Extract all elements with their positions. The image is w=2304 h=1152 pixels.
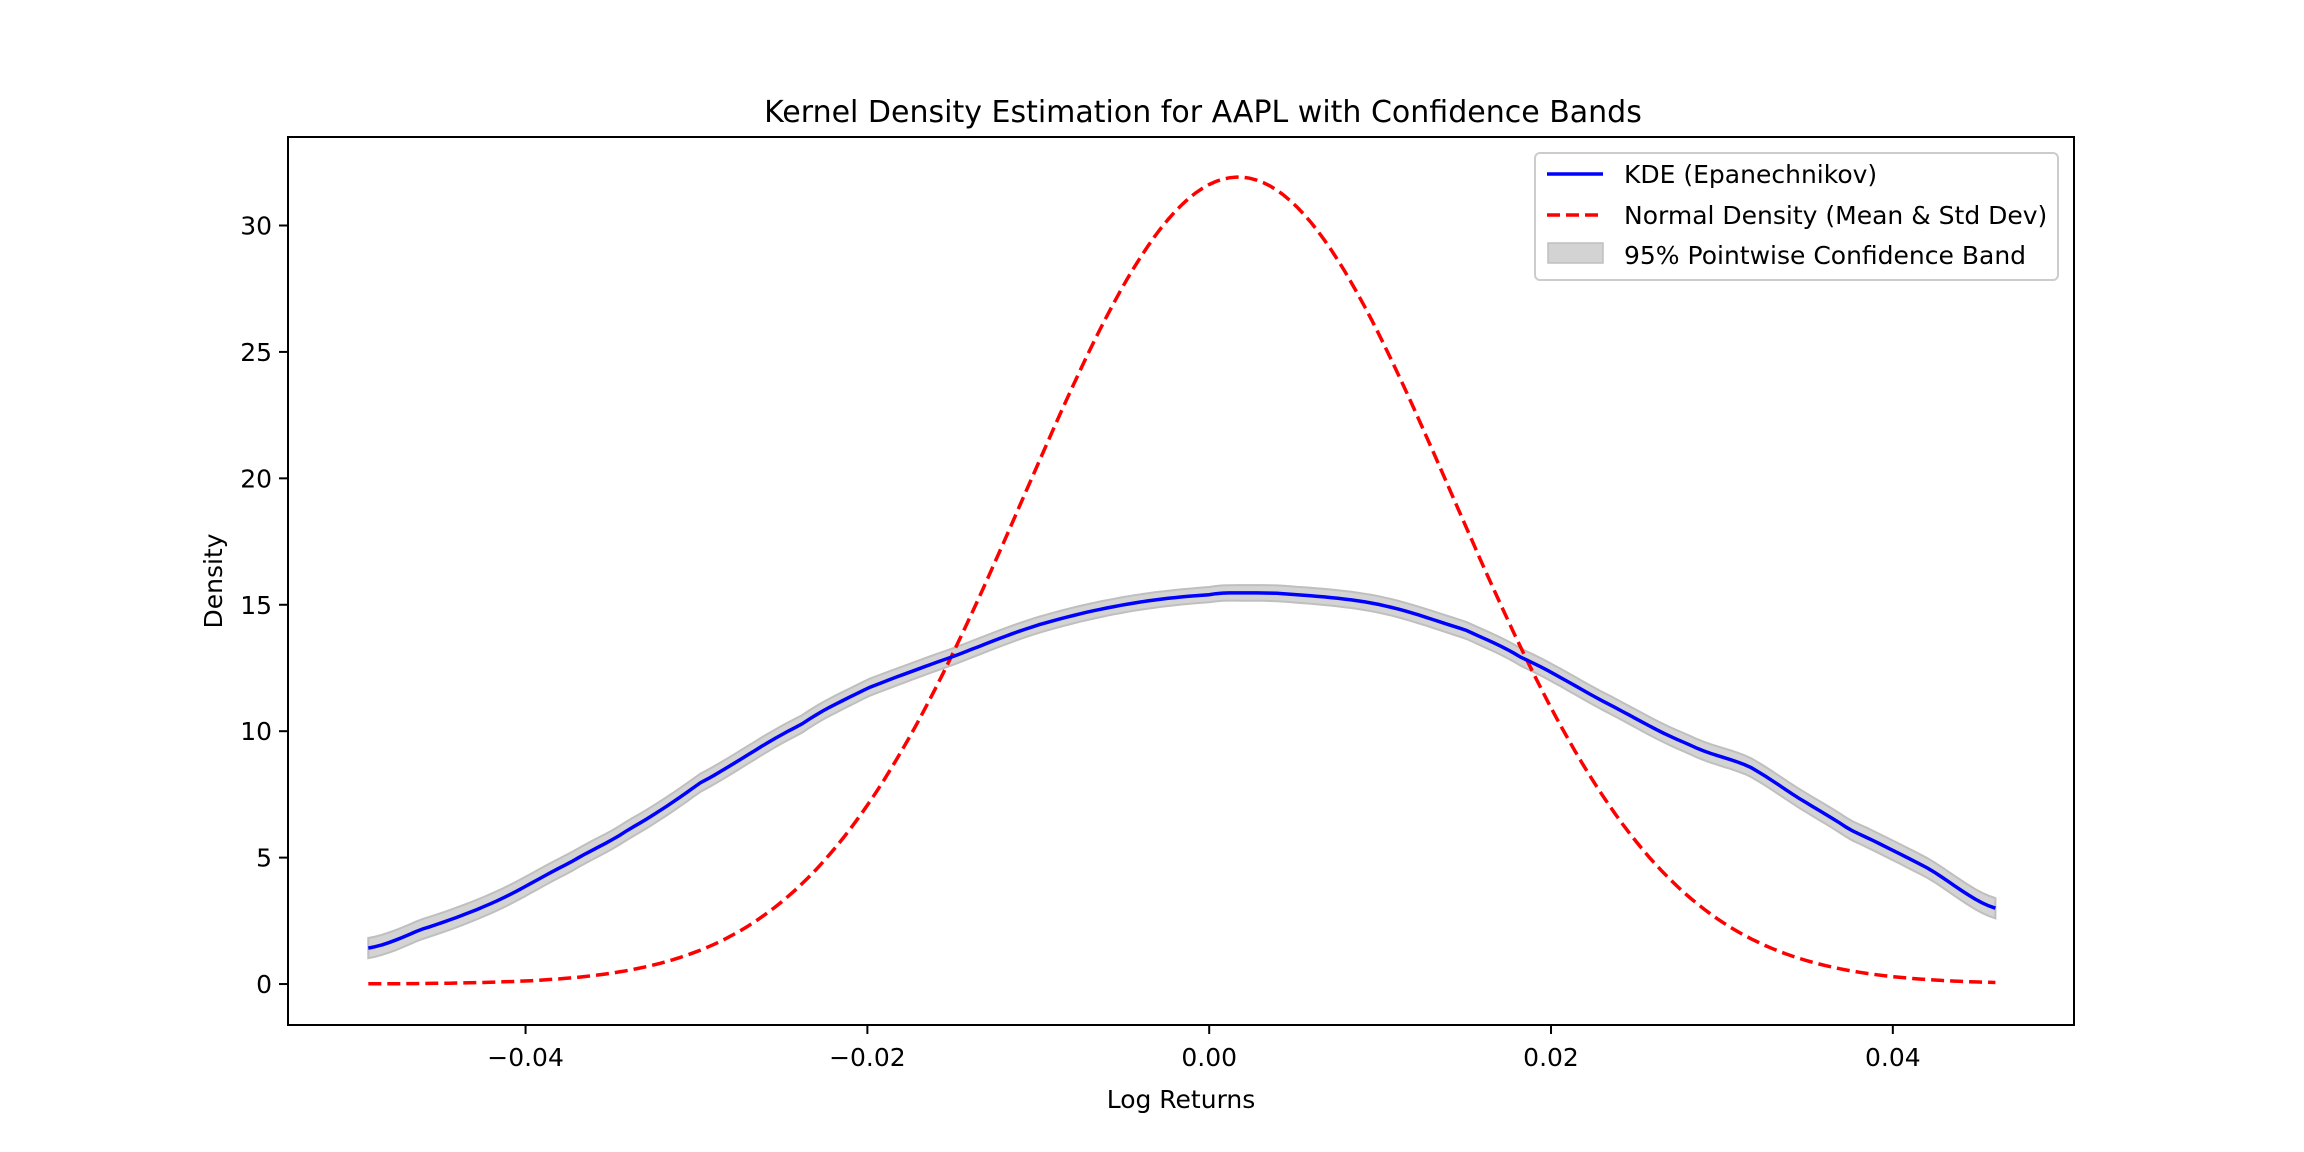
legend-band-swatch xyxy=(1547,242,1604,264)
legend-kde-label: KDE (Epanechnikov) xyxy=(1624,160,1877,189)
plot-area xyxy=(367,175,1997,986)
y-tick-label: 0 xyxy=(256,970,272,999)
x-tick-label: −0.02 xyxy=(829,1043,906,1072)
axes-frame xyxy=(287,136,2075,1026)
x-tick-label: 0.00 xyxy=(1181,1043,1237,1072)
y-tick-label: 25 xyxy=(240,338,272,367)
x-tick-label: 0.04 xyxy=(1865,1043,1921,1072)
legend-band-label: 95% Pointwise Confidence Band xyxy=(1624,241,2026,270)
chart-title: Kernel Density Estimation for AAPL with … xyxy=(764,95,1642,130)
y-tick-label: 20 xyxy=(240,464,272,493)
normal-density-line xyxy=(368,175,1996,986)
kde-line xyxy=(367,591,1996,950)
legend-normal-label: Normal Density (Mean & Std Dev) xyxy=(1624,201,2047,230)
y-tick-label: 10 xyxy=(240,717,272,746)
y-axis-label: Density xyxy=(199,533,228,628)
y-tick-label: 5 xyxy=(256,844,272,873)
x-axis: −0.04 −0.02 0.00 0.02 0.04 xyxy=(487,1025,1921,1072)
x-tick-label: 0.02 xyxy=(1523,1043,1579,1072)
legend-box xyxy=(1534,152,2059,281)
y-axis: 0 5 10 15 20 25 30 xyxy=(240,211,288,999)
x-tick-label: −0.04 xyxy=(487,1043,564,1072)
confidence-band xyxy=(367,584,1997,960)
x-axis-label: Log Returns xyxy=(1107,1085,1256,1114)
legend: KDE (Epanechnikov) Normal Density (Mean … xyxy=(1534,152,2059,281)
y-tick-label: 15 xyxy=(240,591,272,620)
y-tick-label: 30 xyxy=(240,211,272,240)
